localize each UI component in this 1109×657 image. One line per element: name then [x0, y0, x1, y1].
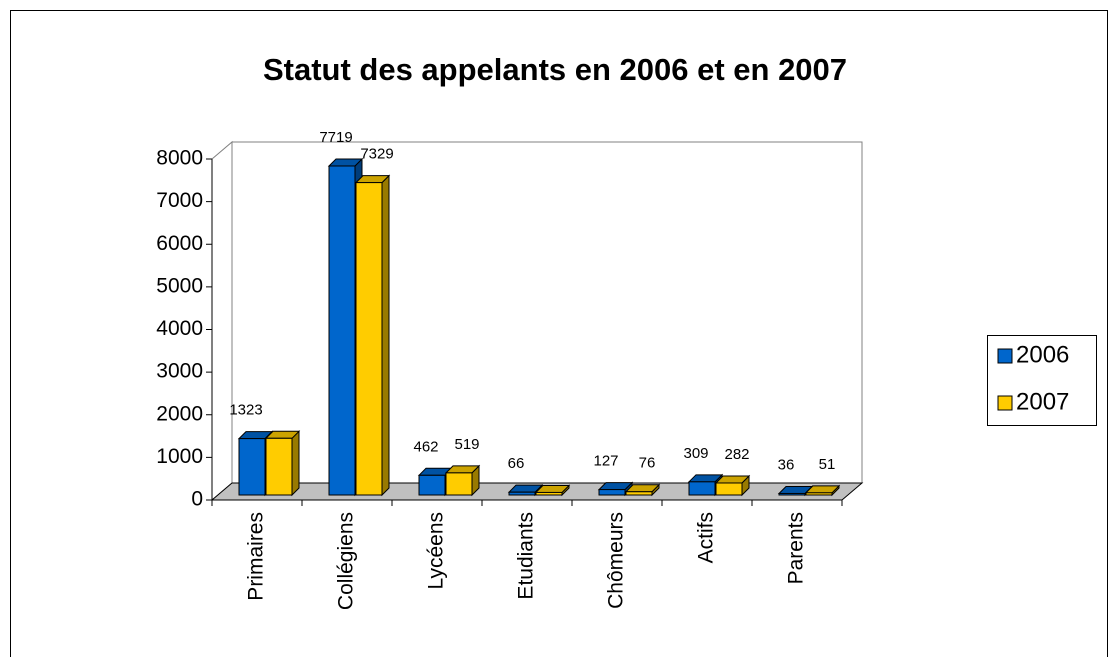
y-tick-label: 1000	[156, 445, 203, 468]
x-tick-label: Actifs	[695, 512, 718, 563]
y-tick-label: 6000	[156, 232, 203, 255]
y-tick-label: 2000	[156, 402, 203, 425]
bar	[804, 484, 841, 497]
data-label: 76	[639, 455, 656, 472]
bar-front	[535, 491, 563, 496]
y-tick-label: 8000	[156, 147, 203, 170]
y-tick-label: 5000	[156, 274, 203, 297]
bar-front	[688, 481, 716, 496]
data-label: 462	[413, 438, 438, 455]
bar-front	[778, 492, 806, 496]
bar	[354, 174, 391, 497]
data-label: 7719	[319, 129, 352, 146]
x-tick-label: Lycéens	[425, 512, 448, 589]
chart-title: Statut des appelants en 2006 et en 2007	[263, 52, 847, 87]
bar-front	[445, 472, 473, 496]
x-tick-label: Primaires	[245, 512, 268, 601]
bar-front	[598, 489, 626, 496]
bar	[444, 464, 481, 497]
bar-front	[508, 491, 536, 496]
data-label: 519	[454, 436, 479, 453]
y-tick-label: 3000	[156, 360, 203, 383]
y-tick-label: 4000	[156, 317, 203, 340]
data-label: 51	[819, 456, 836, 473]
bar-front	[805, 492, 833, 496]
bar-front	[625, 491, 653, 496]
legend-swatch	[997, 395, 1013, 411]
y-tick-label: 0	[191, 488, 203, 511]
legend-swatch	[997, 348, 1013, 364]
data-label: 282	[724, 446, 749, 463]
bar-front	[328, 165, 356, 496]
data-label: 36	[778, 456, 795, 473]
side-wall	[211, 140, 233, 502]
bar	[534, 484, 571, 497]
bar	[264, 430, 301, 497]
x-tick-label: Chômeurs	[605, 512, 628, 609]
legend-label: 2006	[1016, 341, 1069, 368]
bar-front	[265, 437, 293, 496]
legend-label: 2007	[1016, 388, 1069, 415]
y-tick-label: 7000	[156, 189, 203, 212]
data-label: 309	[683, 445, 708, 462]
bar-front	[418, 474, 446, 496]
bar-front	[238, 438, 266, 496]
bar-side	[291, 430, 300, 497]
data-label: 127	[593, 453, 618, 470]
x-tick-label: Collégiens	[335, 512, 358, 610]
bar	[777, 485, 814, 497]
bar-front	[355, 182, 383, 496]
data-label: 7329	[360, 146, 393, 163]
x-tick-label: Parents	[785, 512, 808, 584]
bar-front	[715, 482, 743, 496]
back-wall	[231, 141, 863, 484]
bar-side	[381, 174, 390, 497]
bar	[714, 474, 751, 497]
data-label: 66	[508, 455, 525, 472]
data-label: 1323	[229, 402, 262, 419]
bar	[624, 483, 661, 497]
x-tick-label: Etudiants	[515, 512, 538, 600]
